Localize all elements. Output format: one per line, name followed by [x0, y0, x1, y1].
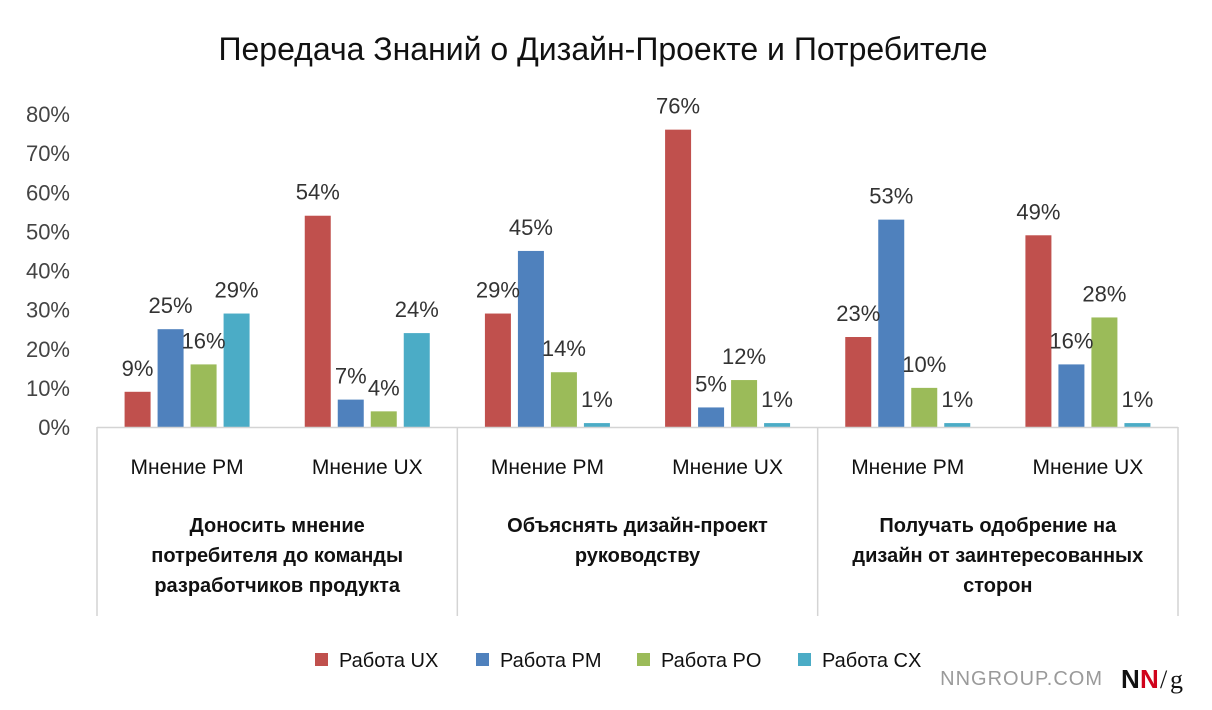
- y-axis: 0% 10% 20% 30% 40% 50% 60% 70% 80%: [26, 102, 70, 440]
- bar: [157, 329, 184, 427]
- bar: [370, 411, 397, 427]
- category-label: Мнение PM: [491, 456, 604, 479]
- data-label: 7%: [335, 364, 367, 389]
- bar: [484, 313, 511, 427]
- bars: [124, 129, 1151, 427]
- bar: [124, 391, 151, 427]
- data-label: 24%: [395, 297, 439, 322]
- y-tick-label: 80%: [26, 102, 70, 127]
- bar: [550, 372, 577, 427]
- bar: [911, 387, 938, 427]
- legend-swatch: [315, 653, 328, 666]
- data-labels: 9% 25% 16% 29% 54% 7% 4% 24% 29% 45% 14% 1% 76% 5%12%…: [122, 94, 1154, 412]
- data-label: 1%: [941, 387, 973, 412]
- bar: [764, 423, 791, 427]
- legend-label: Работа PM: [500, 650, 602, 672]
- data-label: 23%: [836, 301, 880, 326]
- footer: NNGROUP.COM N N / g: [940, 664, 1183, 694]
- data-label: 25%: [149, 293, 193, 318]
- data-label: 5%: [695, 371, 727, 396]
- bar: [845, 337, 872, 427]
- category-label: Мнение PM: [851, 456, 964, 479]
- y-tick-label: 20%: [26, 337, 70, 362]
- data-label: 14%: [542, 336, 586, 361]
- data-label: 76%: [656, 94, 700, 119]
- data-label: 45%: [509, 215, 553, 240]
- data-label: 12%: [722, 344, 766, 369]
- category-label: Мнение UX: [672, 456, 783, 479]
- y-tick-label: 10%: [26, 376, 70, 401]
- legend-swatch: [798, 653, 811, 666]
- y-tick-label: 0%: [38, 415, 70, 440]
- bar: [1025, 235, 1052, 427]
- bar: [698, 407, 725, 427]
- category-axis: Мнение PM Мнение UX Доносить мнение потреби…: [96, 426, 1179, 616]
- bar: [731, 380, 758, 427]
- logo-letter-n-right: N: [1140, 664, 1159, 694]
- y-tick-label: 50%: [26, 219, 70, 244]
- y-tick-label: 30%: [26, 298, 70, 323]
- bar: [304, 215, 331, 427]
- data-label: 53%: [869, 184, 913, 209]
- bar: [223, 313, 250, 427]
- chart-title: Передача Знаний о Дизайн-Проекте и Потре…: [218, 31, 987, 67]
- group-label: Доносить мнение потребителя до команды раз…: [151, 515, 403, 597]
- bar: [878, 219, 905, 427]
- nng-logo: N N / g: [1121, 664, 1183, 694]
- legend-label: Работа CX: [822, 650, 921, 672]
- legend-swatch: [637, 653, 650, 666]
- logo-slash: /: [1160, 665, 1168, 694]
- logo-letter-n-left: N: [1121, 664, 1140, 694]
- bar: [665, 129, 692, 427]
- y-tick-label: 70%: [26, 141, 70, 166]
- bar: [944, 423, 971, 427]
- data-label: 28%: [1082, 281, 1126, 306]
- legend-swatch: [476, 653, 489, 666]
- data-label: 16%: [182, 328, 226, 353]
- category-label: Мнение PM: [131, 456, 244, 479]
- category-label: Мнение UX: [1033, 456, 1144, 479]
- data-label: 49%: [1016, 199, 1060, 224]
- footer-site: NNGROUP.COM: [940, 668, 1103, 690]
- bar: [403, 333, 430, 427]
- data-label: 9%: [122, 356, 154, 381]
- group-label: Получать одобрение на дизайн от заинтерес…: [852, 515, 1143, 597]
- bar: [1091, 317, 1118, 427]
- group-label: Объяснять дизайн-проект руководству: [507, 515, 768, 567]
- data-label: 29%: [476, 278, 520, 303]
- y-tick-label: 60%: [26, 180, 70, 205]
- y-tick-label: 40%: [26, 259, 70, 284]
- legend-label: Работа PO: [661, 650, 761, 672]
- legend: Работа UX Работа PM Работа PO Работа CX: [315, 650, 921, 672]
- bar: [517, 250, 544, 427]
- data-label: 54%: [296, 180, 340, 205]
- legend-label: Работа UX: [339, 650, 438, 672]
- data-label: 1%: [761, 387, 793, 412]
- bar: [337, 399, 364, 427]
- data-label: 10%: [902, 352, 946, 377]
- bar: [190, 364, 217, 427]
- bar: [1124, 423, 1151, 427]
- data-label: 1%: [581, 387, 613, 412]
- data-label: 16%: [1049, 328, 1093, 353]
- bar: [583, 423, 610, 427]
- data-label: 4%: [368, 375, 400, 400]
- bar: [1058, 364, 1085, 427]
- data-label: 1%: [1122, 387, 1154, 412]
- category-label: Мнение UX: [312, 456, 423, 479]
- data-label: 29%: [215, 278, 259, 303]
- logo-letter-g: g: [1170, 665, 1183, 694]
